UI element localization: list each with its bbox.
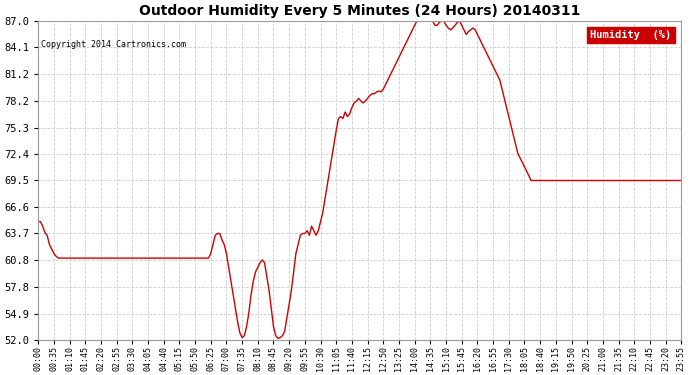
Text: Copyright 2014 Cartronics.com: Copyright 2014 Cartronics.com — [41, 40, 186, 49]
Title: Outdoor Humidity Every 5 Minutes (24 Hours) 20140311: Outdoor Humidity Every 5 Minutes (24 Hou… — [139, 4, 580, 18]
Text: Humidity  (%): Humidity (%) — [591, 30, 671, 40]
